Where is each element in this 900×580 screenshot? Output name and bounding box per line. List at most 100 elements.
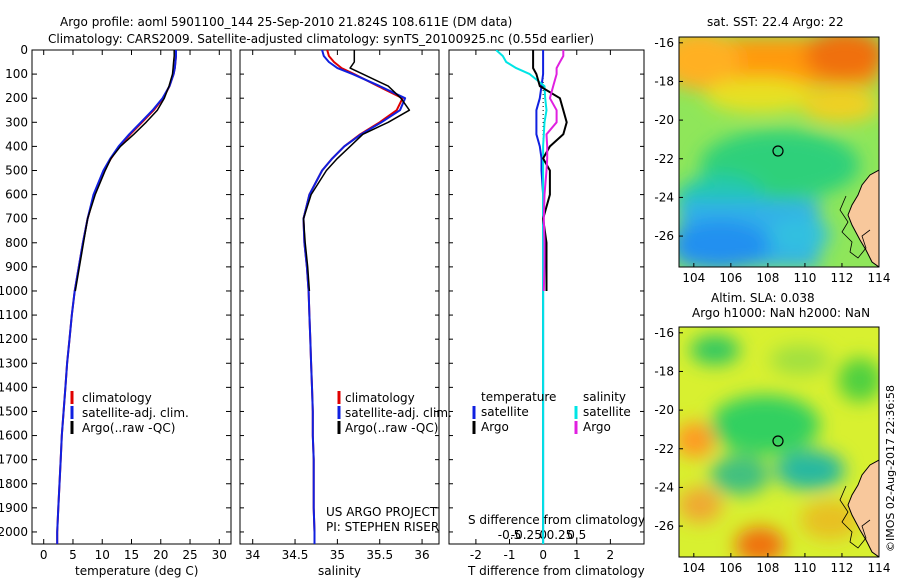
map-lon-tick-label: 104 — [682, 561, 705, 575]
x-tick-label: 35.5 — [366, 548, 393, 562]
credit-stamp: ©IMOS 02-Aug-2017 22:36:58 — [884, 385, 897, 552]
map-lat-tick-label: -16 — [654, 326, 674, 340]
depth-tick-label: 1400 — [0, 380, 28, 394]
map-lon-tick-label: 110 — [793, 271, 816, 285]
sst-map-title: sat. SST: 22.4 Argo: 22 — [707, 15, 844, 29]
salinity-panel: 34 34.5 35 35.5 36 salinity climatology sate… — [239, 49, 452, 578]
map-lon-tick-label: 112 — [831, 271, 854, 285]
map-lat-tick-label: -24 — [654, 190, 674, 204]
legend-temp-argo-label: Argo — [481, 420, 509, 434]
depth-tick-label: 900 — [5, 260, 28, 274]
top-x-tick-label: 0.5 — [567, 528, 586, 542]
difference-series-line — [542, 50, 565, 292]
map-lat-tick-label: -22 — [654, 442, 674, 456]
x-tick-label: 2 — [607, 548, 615, 562]
header-line-1: Argo profile: aoml 5901100_144 25-Sep-20… — [60, 15, 512, 29]
difference-top-xlabel: S difference from climatology — [468, 513, 645, 527]
depth-tick-label: 600 — [5, 188, 28, 202]
salinity-series-line — [302, 50, 411, 292]
salinity-xlabel: salinity — [318, 564, 361, 578]
x-tick-label: 35 — [330, 548, 345, 562]
difference-xlabel: T difference from climatology — [467, 564, 645, 578]
difference-series — [495, 50, 568, 544]
map-lat-tick-label: -18 — [654, 74, 674, 88]
sla-map-frame — [678, 326, 880, 558]
temperature-x-axis: 0 5 10 15 20 25 30 — [40, 50, 227, 562]
sst-map-axes: 104 106 108 110 112 114 -16 -18 -20 -22 -24 -26 — [654, 36, 890, 285]
legend-satellite-label: satellite-adj. clim. — [82, 406, 189, 420]
map-lon-tick-label: 110 — [793, 561, 816, 575]
x-tick-label: -1 — [504, 548, 516, 562]
map-lat-tick-label: -16 — [654, 36, 674, 50]
sst-field — [679, 37, 879, 267]
map-lat-tick-label: -26 — [654, 519, 674, 533]
map-lat-tick-label: -18 — [654, 364, 674, 378]
legend-sal-argo-label: Argo — [583, 420, 611, 434]
x-tick-label: 30 — [212, 548, 227, 562]
depth-tick-label: 1800 — [0, 477, 28, 491]
x-tick-label: 0 — [40, 548, 48, 562]
map-lon-tick-label: 104 — [682, 271, 705, 285]
map-lat-tick-label: -22 — [654, 152, 674, 166]
legend-climatology-label: climatology — [345, 391, 415, 405]
depth-tick-label: 500 — [5, 163, 28, 177]
top-x-tick-label: 0.25 — [547, 528, 574, 542]
map-lat-tick-label: -26 — [654, 229, 674, 243]
map-lon-tick-label: 114 — [868, 271, 891, 285]
legend-temp-satellite-label: satellite — [481, 405, 529, 419]
salinity-series — [302, 50, 411, 544]
float-location-marker — [772, 145, 784, 157]
salinity-legend: climatology satellite-adj. clim. Argo(..… — [337, 391, 452, 435]
x-tick-label: -2 — [470, 548, 482, 562]
x-tick-label: 34.5 — [282, 548, 309, 562]
depth-tick-label: 1700 — [0, 453, 28, 467]
header-line-2: Climatology: CARS2009. Satellite-adjuste… — [48, 32, 594, 46]
legend-argo-label: Argo(..raw -QC) — [345, 421, 438, 435]
x-tick-label: 34 — [245, 548, 260, 562]
x-tick-label: 25 — [182, 548, 197, 562]
temperature-series-line — [74, 50, 175, 292]
depth-tick-label: 300 — [5, 115, 28, 129]
map-lon-tick-label: 114 — [868, 561, 891, 575]
map-lon-tick-label: 106 — [719, 561, 742, 575]
x-tick-label: 20 — [153, 548, 168, 562]
salinity-x-axis: 34 34.5 35 35.5 36 — [245, 50, 430, 562]
depth-tick-label: 1000 — [0, 284, 28, 298]
x-tick-label: 36 — [414, 548, 429, 562]
sla-field — [679, 327, 879, 557]
depth-axis: 0 100 200 300 400 500 600 700 800 900 1000 1100 1200… — [0, 43, 644, 539]
depth-tick-label: 1100 — [0, 308, 28, 322]
legend-argo-label: Argo(..raw -QC) — [82, 421, 175, 435]
temperature-panel: 0100200300400500600700800900100011001200… — [0, 43, 644, 578]
map-lon-tick-label: 108 — [756, 561, 779, 575]
sla-map: Altim. SLA: 0.038 Argo h1000: NaN h2000:… — [654, 291, 890, 575]
depth-tick-label: 1600 — [0, 429, 28, 443]
depth-tick-label: 0 — [20, 43, 28, 57]
temperature-series — [56, 50, 177, 544]
sst-map: sat. SST: 22.4 Argo: 22 104 106 108 110 112 1… — [654, 15, 890, 285]
map-lat-tick-label: -20 — [654, 403, 674, 417]
map-lon-tick-label: 108 — [756, 271, 779, 285]
x-tick-label: 0 — [539, 548, 547, 562]
depth-tick-label: 2000 — [0, 525, 28, 539]
depth-tick-label: 700 — [5, 212, 28, 226]
sla-map-title-1: Altim. SLA: 0.038 — [711, 291, 815, 305]
sla-map-axes: 104 106 108 110 112 114 -16 -18 -20 -22 -24 -26 — [654, 326, 890, 575]
salinity-plot-frame — [239, 49, 440, 545]
x-tick-label: 1 — [573, 548, 581, 562]
x-tick-label: 5 — [69, 548, 77, 562]
sst-map-frame — [678, 36, 880, 268]
depth-tick-label: 1200 — [0, 332, 28, 346]
difference-series-line — [535, 50, 545, 544]
x-tick-label: 15 — [124, 548, 139, 562]
top-x-tick-label: -0.25 — [511, 528, 542, 542]
map-lon-tick-label: 112 — [831, 561, 854, 575]
depth-tick-label: 1500 — [0, 404, 28, 418]
salinity-series-line — [302, 50, 404, 544]
depth-tick-label: 400 — [5, 139, 28, 153]
legend-satellite-label: satellite-adj. clim. — [345, 406, 452, 420]
depth-tick-label: 200 — [5, 91, 28, 105]
